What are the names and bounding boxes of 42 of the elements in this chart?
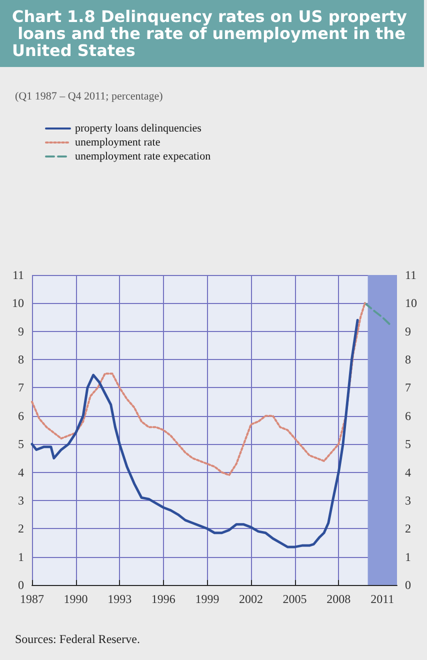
x-tick-label: 2002 [239,592,263,606]
x-tick-label: 2011 [370,592,394,606]
x-tick-label: 1987 [20,592,44,606]
y2-tick-label: 0 [405,578,411,592]
source-note: Sources: Federal Reserve. [15,632,140,646]
line-series [364,302,392,327]
x-tick-label: 1996 [151,592,176,606]
y-tick-label: 11 [12,268,24,282]
y-tick-label: 5 [18,437,24,452]
y-tick-label: 9 [18,324,24,338]
x-tick-label: 2008 [326,592,351,606]
y-tick-label: 10 [12,296,24,310]
y-tick-label: 0 [18,578,24,592]
legend-label: property loans delinquencies [75,122,202,134]
y2-tick-label: 7 [405,380,411,395]
x-tick-label: 1990 [64,592,88,606]
legend-label: unemployment rate expecation [75,150,212,162]
y2-tick-label: 1 [405,550,411,564]
y2-tick-label: 6 [405,408,411,423]
y2-tick-label: 4 [405,465,411,480]
legend-label: unemployment rate [75,136,160,148]
chart-title: Chart 1.8 Delinquency rates on US property loans and the rate of unemployment in the United States [12,7,411,60]
y-tick-label: 2 [18,522,24,536]
line-series [31,302,366,476]
y2-tick-label: 3 [405,493,411,508]
y-tick-label: 3 [18,493,24,508]
y2-tick-label: 10 [405,296,417,310]
y2-tick-label: 11 [405,268,417,282]
y2-tick-label: 5 [405,437,411,452]
x-tick-label: 1999 [195,592,220,606]
x-tick-label: 1993 [108,592,132,606]
y2-tick-label: 8 [405,352,411,367]
y-tick-label: 6 [18,408,24,423]
y-tick-label: 4 [18,465,24,480]
y2-tick-label: 2 [405,522,411,536]
line-series [30,318,359,548]
x-tick-label: 2005 [282,592,307,606]
y-tick-label: 1 [18,550,24,564]
chart-subtitle: (Q1 1987 – Q4 2011; percentage) [15,90,164,102]
y-tick-label: 7 [18,380,24,395]
y-tick-label: 8 [18,352,24,367]
y2-tick-label: 9 [405,324,411,338]
